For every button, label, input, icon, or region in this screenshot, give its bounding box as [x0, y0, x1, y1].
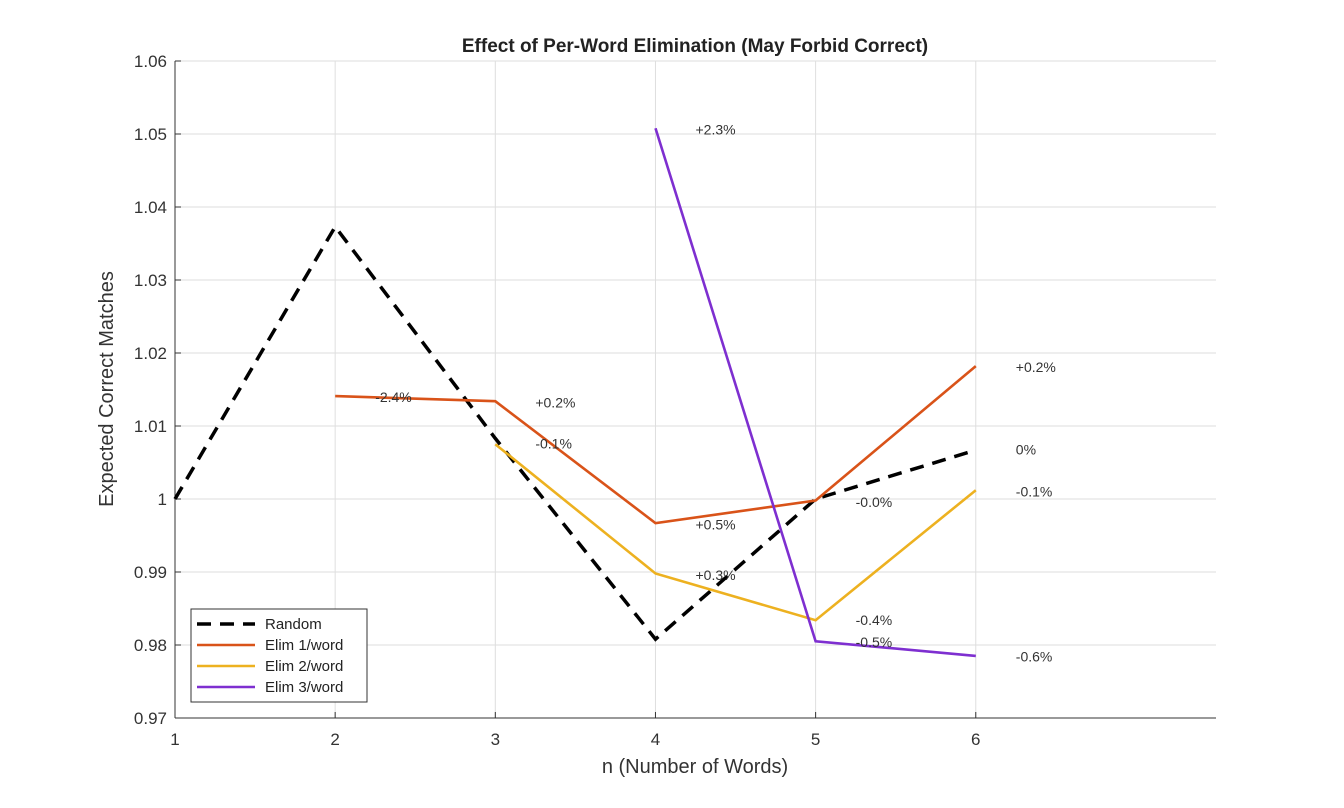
y-tick-label: 1.04	[134, 198, 167, 217]
x-tick-label: 2	[330, 730, 339, 749]
data-annotation: +0.2%	[535, 395, 575, 411]
y-tick-label: 1	[158, 490, 167, 509]
x-tick-label: 3	[491, 730, 500, 749]
data-annotation: +2.3%	[696, 122, 736, 138]
x-ticks: 1 2 3 4 5 6	[170, 712, 981, 749]
data-annotation: -0.1%	[535, 436, 572, 452]
x-tick-label: 5	[811, 730, 820, 749]
x-tick-label: 1	[170, 730, 179, 749]
y-tick-label: 1.03	[134, 271, 167, 290]
x-tick-label: 4	[651, 730, 660, 749]
series-line-random	[173, 223, 977, 642]
data-annotation: +0.3%	[696, 567, 736, 583]
axes	[174, 61, 1216, 719]
data-annotation: -0.5%	[856, 634, 893, 650]
x-axis-label: n (Number of Words)	[602, 756, 788, 778]
series	[173, 127, 977, 658]
y-tick-label: 1.05	[134, 125, 167, 144]
data-annotation: -0.4%	[856, 612, 893, 628]
legend-entry: Random	[265, 616, 322, 633]
y-tick-label: 0.98	[134, 636, 167, 655]
series-line-elim-1-word	[335, 365, 977, 525]
legend-entry: Elim 1/word	[265, 637, 343, 654]
y-tick-label: 0.99	[134, 563, 167, 582]
series-line-elim-2-word	[494, 443, 977, 622]
annotations: -2.4% +0.2% -0.1% +2.3% +0.5% +0.3% -0.0% -0.4%…	[375, 122, 1056, 665]
data-annotation: +0.5%	[696, 517, 736, 533]
y-tick-label: 1.06	[134, 52, 167, 71]
data-annotation: -0.1%	[1016, 484, 1053, 500]
data-annotation: 0%	[1016, 441, 1036, 457]
data-annotation: -0.6%	[1016, 649, 1053, 665]
chart-title: Effect of Per-Word Elimination (May Forb…	[462, 36, 928, 57]
data-annotation: +0.2%	[1016, 359, 1056, 375]
legend-entry: Elim 3/word	[265, 679, 343, 696]
legend: Random Elim 1/word Elim 2/word Elim 3/word	[190, 608, 368, 703]
y-tick-label: 1.02	[134, 344, 167, 363]
x-tick-label: 6	[971, 730, 980, 749]
data-annotation: -2.4%	[375, 389, 412, 405]
legend-entry: Elim 2/word	[265, 658, 343, 675]
y-tick-label: 0.97	[134, 709, 167, 728]
data-annotation: -0.0%	[856, 494, 893, 510]
y-ticks: 0.97 0.98 0.99 1 1.01 1.02 1.03 1.04 1.05 1.06	[134, 52, 181, 728]
series-line-elim-3-word	[654, 127, 976, 658]
y-tick-label: 1.01	[134, 417, 167, 436]
y-axis-label: Expected Correct Matches	[96, 271, 118, 507]
